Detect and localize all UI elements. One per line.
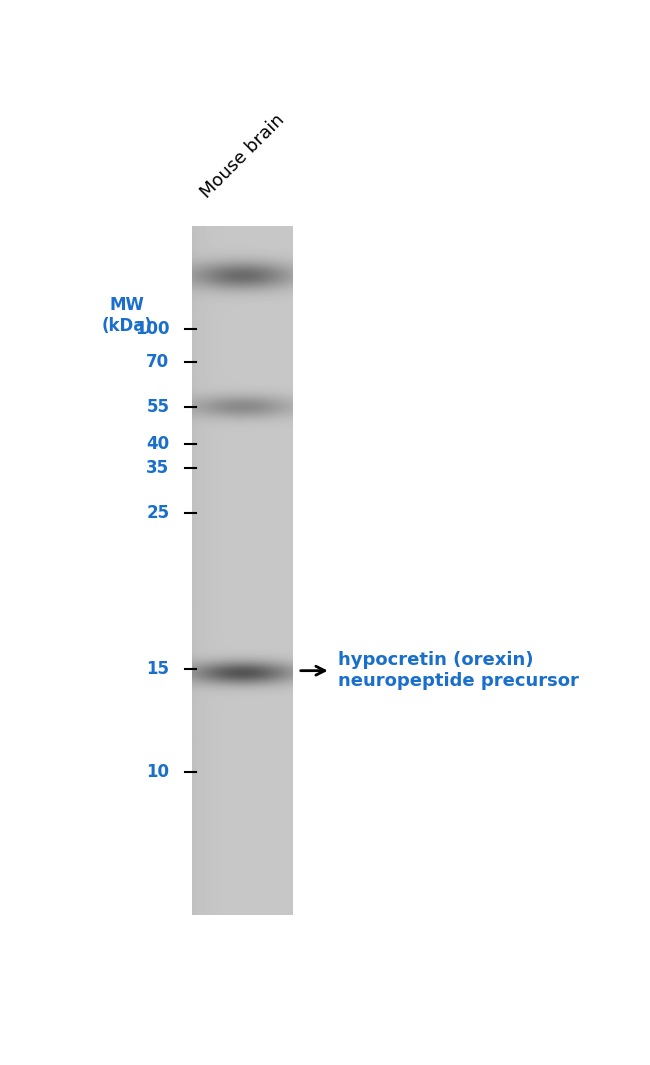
Text: Mouse brain: Mouse brain [197,111,288,201]
Text: 40: 40 [146,435,170,453]
Text: 10: 10 [146,763,170,781]
Text: 55: 55 [146,397,170,415]
Text: MW
(kDa): MW (kDa) [101,296,152,334]
Text: hypocretin (orexin)
neuropeptide precursor: hypocretin (orexin) neuropeptide precurs… [338,652,579,690]
Text: 15: 15 [146,660,170,678]
Text: 35: 35 [146,459,170,477]
Text: 70: 70 [146,353,170,371]
Text: 100: 100 [135,320,170,338]
Text: 25: 25 [146,504,170,522]
